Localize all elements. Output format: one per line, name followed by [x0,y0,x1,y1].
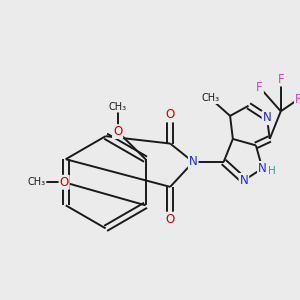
Text: F: F [295,93,300,106]
Text: O: O [59,176,69,189]
Text: O: O [113,125,122,138]
Text: CH₃: CH₃ [27,177,46,187]
Text: N: N [239,174,248,187]
Text: CH₃: CH₃ [202,93,220,103]
Text: CH₃: CH₃ [109,102,127,112]
Text: H: H [268,166,276,176]
Text: O: O [166,213,175,226]
Text: O: O [166,109,175,122]
Text: F: F [278,73,284,85]
Text: N: N [189,155,198,169]
Text: N: N [262,111,271,124]
Text: F: F [256,81,263,94]
Text: N: N [258,162,267,175]
